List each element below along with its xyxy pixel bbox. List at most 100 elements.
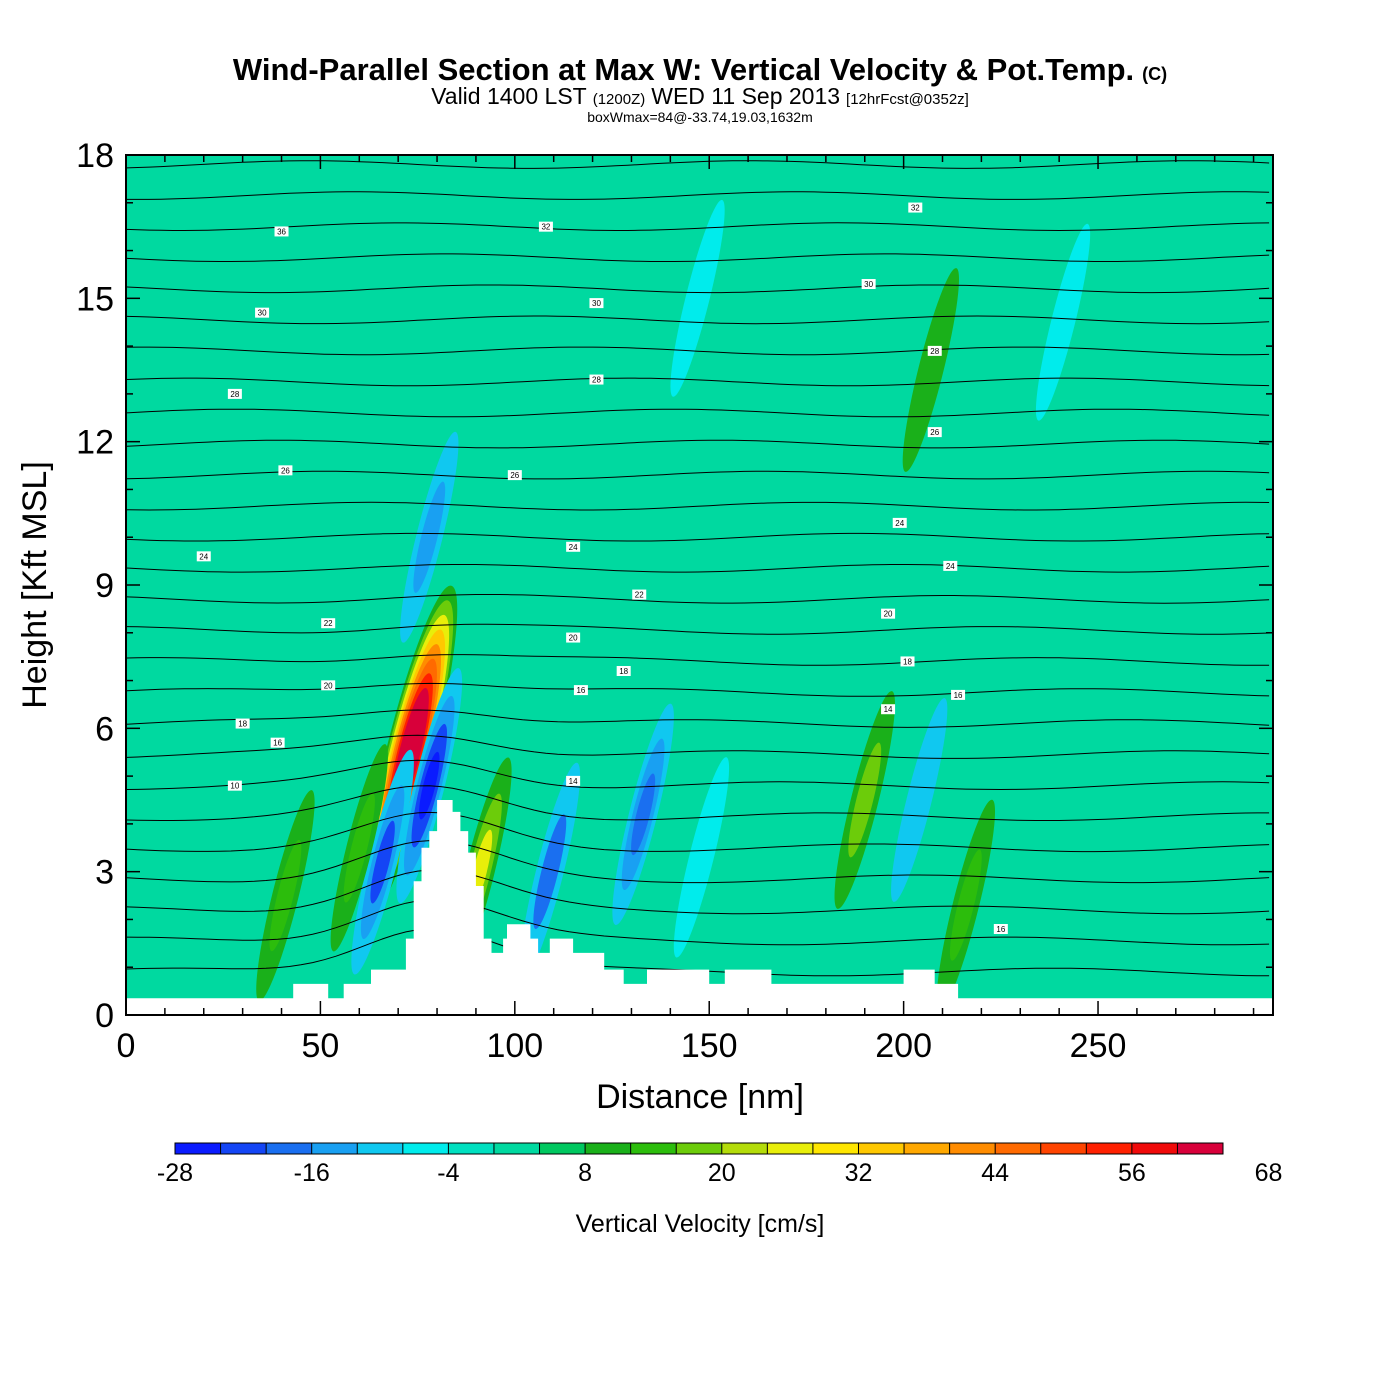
colorbar-tick-label: 32 (845, 1159, 873, 1187)
theta-label-box (861, 279, 876, 289)
plot-area: 36 30 28 26 24 22 20 18 16 10 32 30 28 26 24 22 20 18 16 14… (126, 155, 1273, 1015)
theta-contour-line (126, 811, 1270, 853)
x-tick-label: 100 (486, 1027, 543, 1065)
theta-contour-line (126, 623, 1270, 635)
theta-label-box (908, 202, 923, 213)
theta-label-box (943, 560, 958, 571)
y-axis-label: Height [Kft MSL] (16, 461, 54, 709)
x-tick-label: 250 (1070, 1027, 1127, 1065)
colorbar-swatch (721, 1143, 768, 1154)
velocity-cell-4-level-1 (343, 793, 375, 903)
theta-label: 16 (996, 925, 1005, 934)
theta-contour-line (126, 564, 1270, 573)
valid-utc: (1200Z) (593, 91, 646, 108)
theta-contour-line (126, 734, 1270, 759)
x-tick-labels: 0 50 100 150 200 250 (117, 1027, 1127, 1065)
theta-label: 18 (619, 667, 628, 676)
theta-label-box (255, 307, 270, 318)
colorbar-tick-label: -28 (157, 1159, 193, 1187)
theta-contour-line (126, 532, 1270, 542)
theta-label: 10 (230, 782, 239, 791)
colorbar-tick-label: 44 (981, 1159, 1009, 1187)
colorbar-swatch (904, 1143, 951, 1154)
y-tick-label: 6 (95, 710, 114, 748)
x-axis-label: Distance [nm] (596, 1078, 804, 1116)
terrain (126, 800, 1273, 1015)
terrain-shape (126, 800, 1273, 1015)
colorbar-swatch (311, 1143, 358, 1154)
y-tick-label: 0 (95, 997, 114, 1035)
colorbar-swatch (175, 1143, 222, 1154)
theta-label-box (321, 618, 336, 629)
x-tick-label: 50 (301, 1027, 339, 1065)
theta-label: 26 (930, 428, 939, 437)
theta-contour-line (126, 377, 1270, 387)
colorbar-tick-label: 8 (578, 1159, 592, 1187)
colorbar-swatch (812, 1143, 859, 1154)
theta-contour-line (126, 315, 1270, 325)
theta-label: 22 (324, 619, 333, 628)
colorbar-tick-label: 20 (708, 1159, 736, 1187)
theta-label-box (900, 656, 915, 667)
colorbar-label: Vertical Velocity [cm/s] (576, 1210, 825, 1238)
theta-label: 28 (230, 390, 239, 399)
y-tick-label: 15 (76, 280, 114, 318)
colorbar-swatch (995, 1143, 1042, 1154)
theta-label-box (566, 632, 581, 643)
theta-contour-line (126, 191, 1270, 200)
colorbar-swatch (630, 1143, 677, 1154)
theta-label: 30 (592, 299, 601, 308)
chart-title: Wind-Parallel Section at Max W: Vertical… (233, 52, 1167, 87)
theta-contour-line (126, 682, 1270, 697)
theta-label: 16 (954, 691, 963, 700)
colorbar-swatch (1086, 1143, 1133, 1154)
theta-label: 28 (930, 347, 939, 356)
theta-contour-line (126, 869, 1270, 915)
theta-label-box (632, 589, 647, 600)
velocity-cell-13-level-0 (670, 199, 725, 397)
theta-contours (126, 160, 1270, 977)
theta-contour-line (126, 501, 1270, 511)
forecast-info: [12hrFcst@0352z] (846, 91, 969, 108)
colorbar-swatch (858, 1143, 905, 1154)
theta-label: 26 (510, 471, 519, 480)
theta-label: 18 (903, 657, 912, 666)
theta-contour-line (126, 594, 1270, 604)
colorbar-tick-labels: -28 -16 -4 8 20 32 44 56 68 (157, 1159, 1283, 1187)
theta-label-box (589, 298, 604, 309)
theta-label: 30 (864, 280, 873, 289)
colorbar-swatch (676, 1143, 723, 1154)
theta-contour-line (126, 346, 1270, 356)
theta-label: 26 (281, 466, 290, 475)
colorbar-swatch (1177, 1143, 1224, 1154)
copyright-mark: (C) (1142, 64, 1167, 84)
velocity-cell-10-level-0 (891, 698, 948, 902)
valid-time-line: Valid 1400 LST (1200Z) WED 11 Sep 2013 [12h… (431, 83, 969, 109)
colorbar-swatch (539, 1143, 586, 1154)
theta-label-box (927, 345, 942, 356)
theta-label: 14 (884, 705, 893, 714)
velocity-cell-7-level-2 (631, 773, 656, 856)
valid-date: WED 11 Sep 2013 (651, 83, 840, 109)
y-tick-labels: 0 3 6 9 12 15 18 (76, 137, 114, 1035)
colorbar-swatch (402, 1143, 449, 1154)
theta-contour-line (126, 470, 1270, 480)
theta-label: 22 (635, 591, 644, 600)
theta-label-box (196, 551, 211, 562)
theta-label-box (573, 685, 588, 696)
velocity-cell-9-level-1 (848, 742, 882, 858)
theta-contour-line (126, 284, 1270, 294)
y-tick-label: 18 (76, 137, 114, 175)
x-tick-label: 150 (681, 1027, 738, 1065)
colorbar-tick-label: -16 (294, 1159, 330, 1187)
theta-label: 16 (273, 739, 282, 748)
colorbar-swatch (1131, 1143, 1178, 1154)
colorbar-swatch (493, 1143, 541, 1154)
theta-label-box (227, 780, 242, 791)
theta-label: 36 (277, 227, 286, 236)
colorbar-swatch (357, 1143, 404, 1154)
theta-label: 18 (238, 720, 247, 729)
theta-contour-line (126, 160, 1270, 169)
colorbar (174, 1142, 1224, 1155)
